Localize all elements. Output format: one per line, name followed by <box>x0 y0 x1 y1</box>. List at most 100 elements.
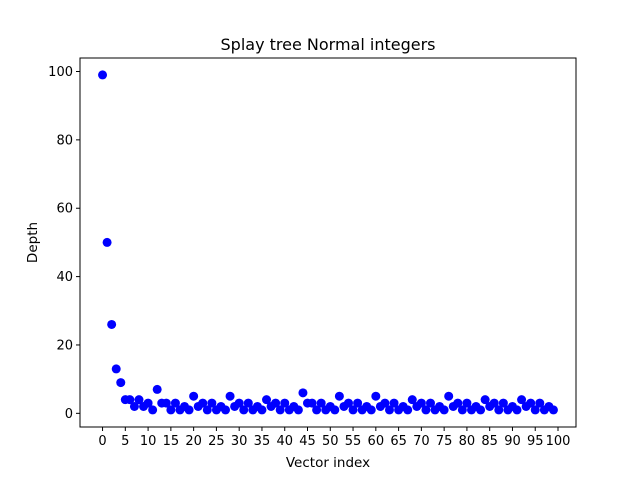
data-point <box>353 398 363 408</box>
data-point <box>480 395 490 405</box>
data-point <box>462 398 472 408</box>
data-point <box>421 405 431 415</box>
x-tick-label: 65 <box>390 434 407 449</box>
y-tick-label: 60 <box>56 202 73 217</box>
data-point <box>107 319 117 329</box>
y-tick-label: 100 <box>48 65 73 80</box>
data-point <box>280 398 290 408</box>
data-point <box>307 398 317 408</box>
y-tick-label: 80 <box>56 133 73 148</box>
x-tick-label: 75 <box>436 434 453 449</box>
data-point <box>111 364 121 374</box>
data-point <box>343 398 353 408</box>
data-point <box>225 391 235 401</box>
data-points <box>98 70 558 415</box>
data-point <box>234 398 244 408</box>
x-tick-label: 70 <box>413 434 430 449</box>
x-tick-label: 40 <box>276 434 293 449</box>
x-tick-label: 95 <box>527 434 544 449</box>
data-point <box>116 378 126 388</box>
data-point <box>403 405 413 415</box>
y-tick-label: 20 <box>56 338 73 353</box>
data-point <box>535 398 545 408</box>
x-tick-label: 90 <box>504 434 521 449</box>
data-point <box>489 398 499 408</box>
data-point <box>170 398 180 408</box>
data-point <box>416 398 426 408</box>
data-point <box>221 405 231 415</box>
plot-area-frame <box>79 57 577 428</box>
x-tick-label: 20 <box>185 434 202 449</box>
data-point <box>457 405 467 415</box>
data-point <box>530 405 540 415</box>
x-tick-label: 50 <box>322 434 339 449</box>
data-point <box>444 391 454 401</box>
x-tick-label: 60 <box>368 434 385 449</box>
data-point <box>257 405 267 415</box>
data-point <box>271 398 281 408</box>
data-point <box>125 395 135 405</box>
x-tick-label: 80 <box>459 434 476 449</box>
data-point <box>380 398 390 408</box>
data-point <box>366 405 376 415</box>
x-tick-label: 55 <box>345 434 362 449</box>
x-tick-label: 45 <box>299 434 316 449</box>
data-point <box>384 405 394 415</box>
data-point <box>189 391 199 401</box>
data-point <box>389 398 399 408</box>
data-point <box>293 405 303 415</box>
data-point <box>202 405 212 415</box>
data-point <box>98 70 108 80</box>
data-point <box>239 405 249 415</box>
x-tick-label: 0 <box>98 434 106 449</box>
data-point <box>476 405 486 415</box>
data-point <box>348 405 358 415</box>
x-tick-label: 30 <box>231 434 248 449</box>
x-axis-label: Vector index <box>286 455 370 471</box>
data-point <box>316 398 326 408</box>
x-tick-label: 25 <box>208 434 225 449</box>
data-point <box>439 405 449 415</box>
data-point <box>161 398 171 408</box>
data-point <box>262 395 272 405</box>
x-tick-label: 5 <box>121 434 129 449</box>
data-point <box>129 401 139 411</box>
y-axis-label: Depth <box>25 222 41 263</box>
x-tick-label: 85 <box>481 434 498 449</box>
data-point <box>512 405 522 415</box>
chart-title: Splay tree Normal integers <box>221 35 436 54</box>
data-point <box>425 398 435 408</box>
data-point <box>207 398 217 408</box>
data-point <box>407 395 417 405</box>
data-point <box>371 391 381 401</box>
data-point <box>498 398 508 408</box>
data-point <box>494 405 504 415</box>
data-point <box>548 405 558 415</box>
data-point <box>152 384 162 394</box>
data-point <box>453 398 463 408</box>
data-point <box>198 398 208 408</box>
x-tick-label: 10 <box>140 434 157 449</box>
data-point <box>143 398 153 408</box>
data-point <box>517 395 527 405</box>
data-point <box>526 398 536 408</box>
data-point <box>334 391 344 401</box>
data-point <box>275 405 285 415</box>
data-point <box>134 395 144 405</box>
data-point <box>166 405 176 415</box>
data-point <box>330 405 340 415</box>
y-tick-label: 0 <box>65 407 73 422</box>
data-point <box>148 405 158 415</box>
x-tick-label: 100 <box>546 434 571 449</box>
data-point <box>298 388 308 398</box>
data-point <box>184 405 194 415</box>
y-tick-label: 40 <box>56 270 73 285</box>
y-axis-ticks: 0 20 40 60 80 100 <box>48 65 80 422</box>
data-point <box>102 237 112 247</box>
data-point <box>243 398 253 408</box>
x-tick-label: 15 <box>163 434 180 449</box>
data-point <box>312 405 322 415</box>
x-tick-label: 35 <box>254 434 271 449</box>
